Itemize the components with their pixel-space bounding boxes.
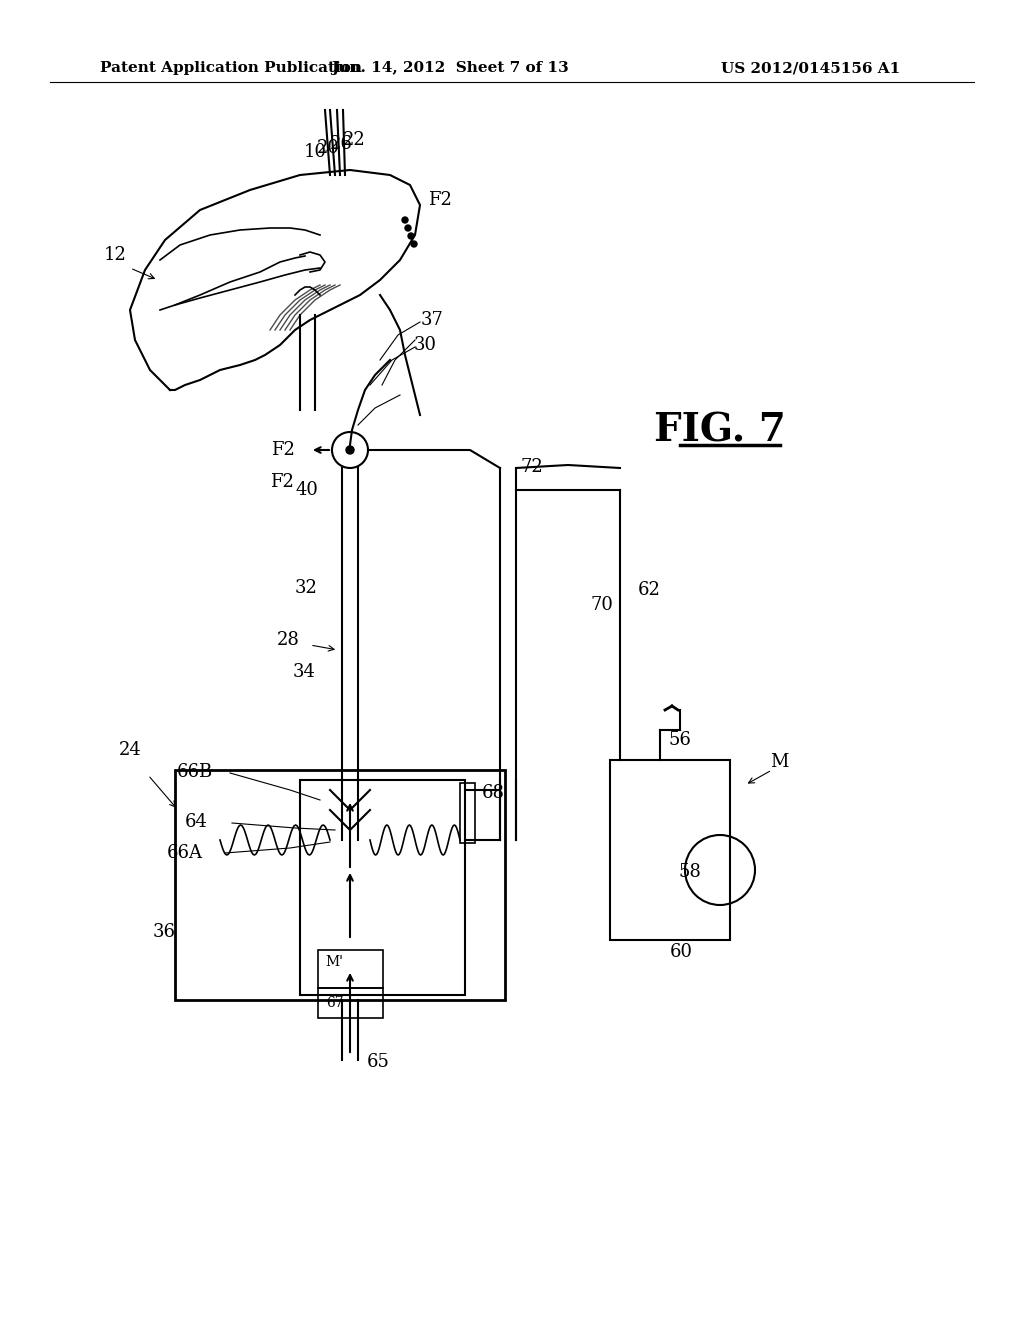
Text: 26: 26: [330, 135, 352, 153]
Circle shape: [408, 234, 414, 239]
Text: 66B: 66B: [177, 763, 213, 781]
Text: 20: 20: [316, 139, 339, 157]
Text: 68: 68: [482, 784, 505, 803]
Text: F2: F2: [271, 441, 295, 459]
Text: F2: F2: [428, 191, 452, 209]
Bar: [460, 783, 475, 843]
Circle shape: [406, 224, 411, 231]
Bar: [300, 780, 465, 995]
Text: Patent Application Publication: Patent Application Publication: [100, 61, 362, 75]
Text: 58: 58: [678, 863, 700, 880]
Bar: [175, 770, 505, 1001]
Circle shape: [411, 242, 417, 247]
Circle shape: [346, 446, 354, 454]
Text: 30: 30: [414, 337, 436, 354]
Text: US 2012/0145156 A1: US 2012/0145156 A1: [721, 61, 900, 75]
Text: 56: 56: [668, 731, 691, 748]
Text: M: M: [770, 752, 788, 771]
Text: 40: 40: [295, 480, 318, 499]
Text: 10: 10: [303, 143, 327, 161]
Text: 37: 37: [421, 312, 443, 329]
Text: 67: 67: [327, 997, 344, 1010]
Text: 32: 32: [295, 579, 318, 597]
Text: 36: 36: [153, 923, 175, 941]
Bar: [318, 950, 383, 987]
Text: 70: 70: [590, 597, 613, 614]
Bar: [318, 987, 383, 1018]
Text: 28: 28: [278, 631, 300, 649]
Text: 72: 72: [520, 458, 543, 477]
Text: 62: 62: [638, 581, 660, 599]
Text: 34: 34: [292, 663, 315, 681]
Text: FIG. 7: FIG. 7: [654, 411, 786, 449]
Text: 65: 65: [367, 1053, 389, 1071]
Text: Jun. 14, 2012  Sheet 7 of 13: Jun. 14, 2012 Sheet 7 of 13: [331, 61, 569, 75]
Text: M': M': [325, 954, 343, 969]
Text: 64: 64: [184, 813, 208, 832]
Text: 22: 22: [343, 131, 366, 149]
Circle shape: [402, 216, 408, 223]
Text: 12: 12: [103, 246, 126, 264]
Text: 66A: 66A: [167, 843, 203, 862]
Text: 24: 24: [119, 741, 141, 759]
Bar: [610, 760, 730, 940]
Text: F2: F2: [270, 473, 294, 491]
Text: 60: 60: [670, 942, 693, 961]
